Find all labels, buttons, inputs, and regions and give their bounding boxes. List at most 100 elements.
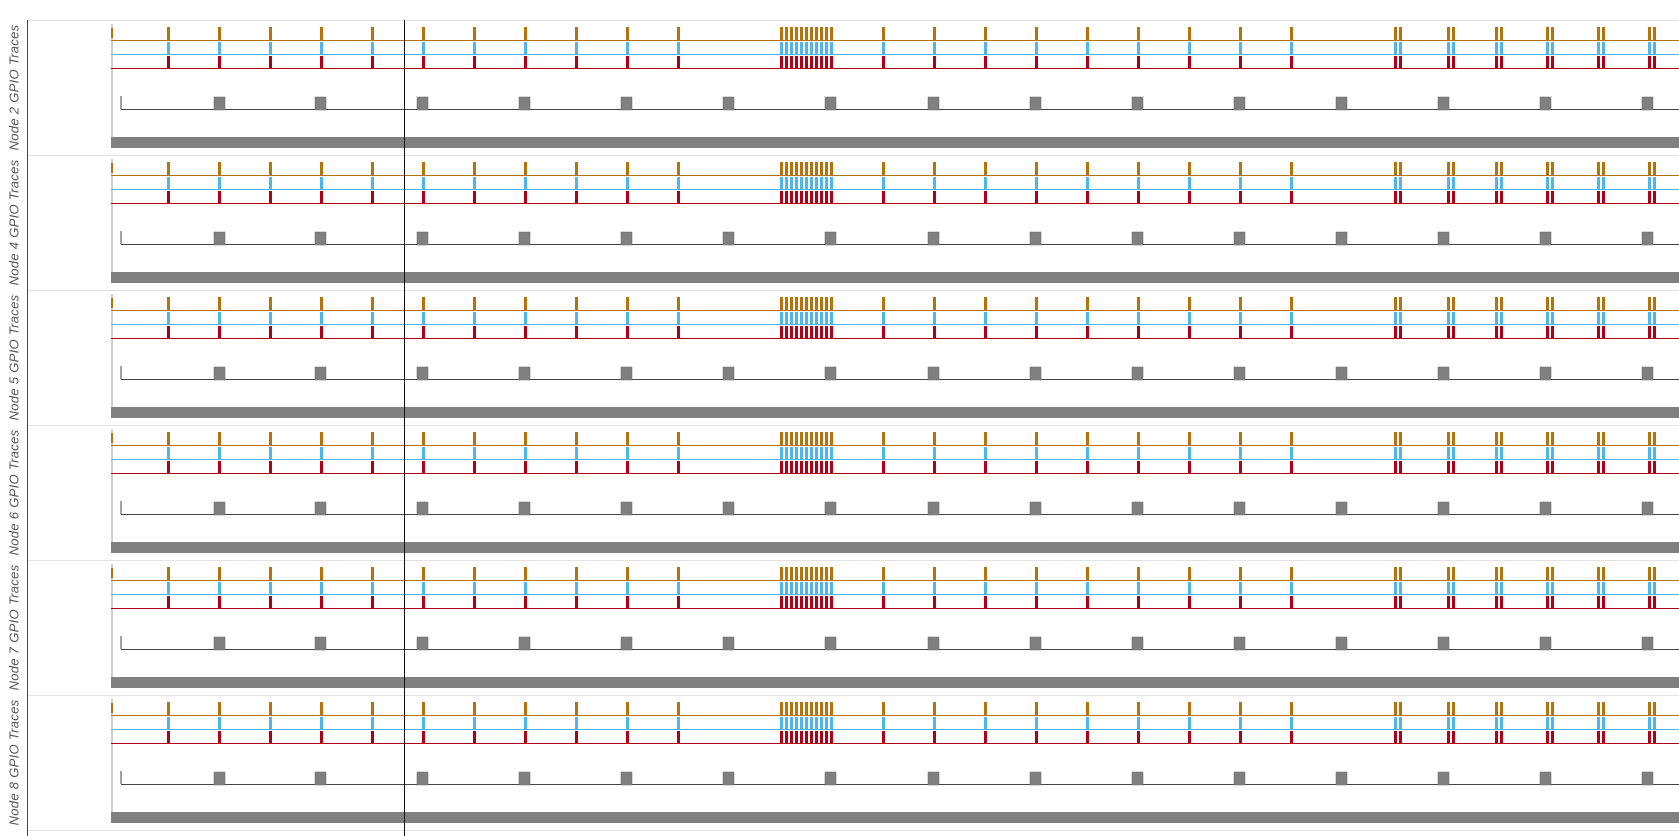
orange-pulse [984, 702, 987, 716]
red-pulse [677, 731, 680, 744]
orange-pulse [785, 567, 788, 581]
red-pulse [800, 191, 803, 204]
blue-pulse [795, 177, 798, 190]
red-pulse [1500, 731, 1503, 744]
red-pulse [1495, 56, 1498, 69]
orange-pulse [1399, 567, 1402, 581]
orange-pulse [371, 27, 374, 41]
orange-pulse [1546, 162, 1549, 176]
orange-pulse [1653, 702, 1656, 716]
blue-pulse [1551, 177, 1554, 190]
blue-pulse [1602, 312, 1605, 325]
orange-pulse [1495, 162, 1498, 176]
blue-pulse [1597, 582, 1600, 595]
red-pulse [785, 191, 788, 204]
red-pulse [1602, 596, 1605, 609]
blue-pulse [805, 582, 808, 595]
red-pulse [1188, 326, 1191, 339]
orange-pulse [473, 567, 476, 581]
square-pulse [213, 771, 226, 786]
red-pulse [218, 326, 221, 339]
square-pulse [1539, 366, 1552, 381]
orange-pulse [820, 567, 823, 581]
red-pulse [626, 56, 629, 69]
red-pulse [805, 596, 808, 609]
orange-pulse [810, 702, 813, 716]
orange-pulse [320, 297, 323, 311]
blue-pulse [320, 42, 323, 55]
red-pulse [422, 731, 425, 744]
blue-pulse [1239, 717, 1242, 730]
blue-pulse [218, 42, 221, 55]
orange-pulse [805, 162, 808, 176]
red-pulse [1137, 461, 1140, 474]
orange-pulse [795, 567, 798, 581]
red-pulse [1546, 191, 1549, 204]
orange-pulse [167, 297, 170, 311]
red-pulse [825, 596, 828, 609]
orange-pulse [524, 702, 527, 716]
red-pulse [1086, 731, 1089, 744]
red-pulse [575, 56, 578, 69]
orange-pulse [830, 567, 833, 581]
panel-label-text: Node 8 GPIO Traces [6, 699, 22, 826]
red-pulse [984, 191, 987, 204]
red-pulse [269, 461, 272, 474]
blue-pulse [1188, 42, 1191, 55]
blue-pulse [825, 582, 828, 595]
orange-pulse [1500, 162, 1503, 176]
blue-pulse [1290, 42, 1293, 55]
orange-pulse [1394, 702, 1397, 716]
blue-pulse [800, 582, 803, 595]
red-pulse [524, 731, 527, 744]
orange-pulse [371, 297, 374, 311]
trace-panel: Node 7 GPIO Traces [0, 560, 1679, 695]
red-pulse [820, 461, 823, 474]
orange-pulse [810, 432, 813, 446]
orange-pulse [677, 702, 680, 716]
blue-pulse [815, 177, 818, 190]
orange-pulse [218, 297, 221, 311]
blue-pulse [677, 582, 680, 595]
red-pulse [825, 731, 828, 744]
orange-pulse [1500, 567, 1503, 581]
blue-pulse [422, 312, 425, 325]
blue-pulse [575, 447, 578, 460]
red-pulse [1239, 56, 1242, 69]
orange-pulse [1648, 162, 1651, 176]
orange-pulse [1399, 432, 1402, 446]
blue-pulse [422, 717, 425, 730]
orange-pulse [575, 27, 578, 41]
orange-pulse [1546, 27, 1549, 41]
red-pulse [1239, 191, 1242, 204]
orange-pulse [218, 27, 221, 41]
blue-pulse [984, 177, 987, 190]
square-pulse [1233, 231, 1246, 246]
blue-pulse [830, 177, 833, 190]
red-pulse [810, 596, 813, 609]
blue-pulse [677, 447, 680, 460]
red-pulse [815, 461, 818, 474]
blue-pulse [1035, 582, 1038, 595]
orange-pulse [320, 432, 323, 446]
orange-pulse [371, 162, 374, 176]
blue-pulse [1602, 177, 1605, 190]
time-cursor[interactable] [404, 20, 405, 836]
orange-pulse [805, 432, 808, 446]
square-pulse [518, 366, 531, 381]
panel-separator [28, 425, 1679, 426]
orange-pulse [780, 297, 783, 311]
red-pulse [1394, 731, 1397, 744]
blue-pulse [1500, 582, 1503, 595]
orange-pulse [1086, 567, 1089, 581]
red-pulse [1290, 191, 1293, 204]
blue-pulse [167, 177, 170, 190]
orange-pulse [1546, 297, 1549, 311]
orange-pulse [473, 702, 476, 716]
orange-pulse [800, 297, 803, 311]
orange-pulse [167, 567, 170, 581]
blue-pulse [1653, 312, 1656, 325]
blue-pulse [780, 42, 783, 55]
blue-pulse [815, 717, 818, 730]
square-pulse [416, 366, 429, 381]
